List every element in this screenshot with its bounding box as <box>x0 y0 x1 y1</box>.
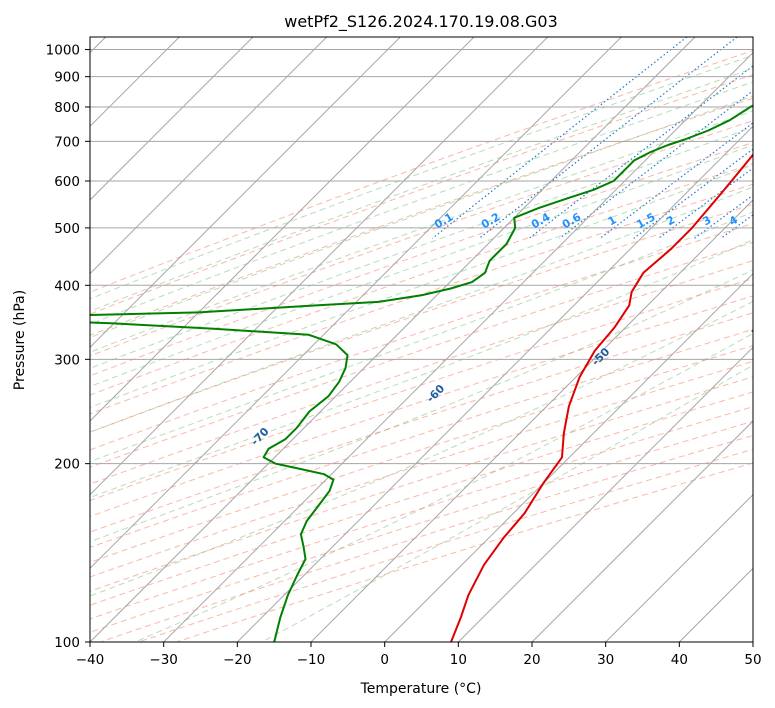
moist-adiabat-line <box>90 81 753 325</box>
dry-adiabat-line <box>90 163 753 396</box>
isotherm-line <box>90 37 401 349</box>
dry-adiabat-line <box>90 360 753 578</box>
plot-frame <box>89 36 754 643</box>
x-tick-label: −30 <box>149 652 178 668</box>
dry-adiabat-line <box>90 278 753 501</box>
moist-adiabat-line <box>90 54 753 300</box>
profile-line <box>450 153 753 642</box>
isotherm-line <box>531 420 753 642</box>
mixing-ratio-line <box>478 37 738 239</box>
profile-series <box>90 104 753 642</box>
isotherm-line <box>457 346 753 642</box>
x-tick-label: −40 <box>76 652 105 668</box>
mixing-ratio-line <box>658 167 753 239</box>
y-tick-label: 800 <box>54 100 80 116</box>
x-tick-label: −10 <box>297 652 326 668</box>
y-tick-label: 1000 <box>46 43 80 59</box>
x-axis-label: Temperature (°C) <box>360 681 482 697</box>
isotherm-line <box>163 51 753 642</box>
mixing-ratio-lines <box>432 37 753 239</box>
moist-adiabat-line <box>261 364 753 642</box>
moist-adiabat-line <box>90 95 753 339</box>
y-axis-label: Pressure (hPa) <box>12 290 28 390</box>
isotherm-line <box>90 37 328 275</box>
x-tick-label: 30 <box>597 652 614 668</box>
isotherms <box>90 37 753 642</box>
dry-adiabats <box>90 50 753 642</box>
dry-adiabat-line <box>90 391 753 606</box>
x-axis: −40 −30 −20 −10 0 10 20 30 40 50 <box>76 642 762 668</box>
profile-line <box>90 104 753 642</box>
isotherm-line <box>90 37 696 642</box>
dry-adiabat-line <box>90 328 753 548</box>
dry-adiabat-line <box>90 74 753 315</box>
x-tick-label: 50 <box>744 652 761 668</box>
y-tick-label: 100 <box>54 635 80 651</box>
dry-adiabat-label: -40 <box>746 313 769 336</box>
isotherm-line <box>90 37 475 422</box>
y-axis: 100 200 300 400 500 600 700 800 900 1000 <box>46 43 90 651</box>
dry-adiabat-line <box>90 203 753 433</box>
dry-adiabat-line <box>90 142 753 377</box>
mixing-ratio-line <box>559 89 753 239</box>
isotherm-line <box>90 37 622 570</box>
x-tick-label: 10 <box>450 652 467 668</box>
isotherm-line <box>236 125 753 642</box>
x-tick-label: 40 <box>671 652 688 668</box>
y-tick-label: 500 <box>54 221 80 237</box>
y-tick-label: 600 <box>54 174 80 190</box>
x-tick-label: 0 <box>380 652 389 668</box>
isotherm-line <box>90 37 549 496</box>
y-tick-label: 900 <box>54 70 80 86</box>
dry-adiabat-line <box>90 97 753 336</box>
moist-adiabat-line <box>90 67 753 312</box>
dry-adiabat-line <box>90 222 753 451</box>
moist-adiabat-line <box>90 144 753 388</box>
moist-adiabat-line <box>90 126 753 369</box>
y-tick-label: 700 <box>54 134 80 150</box>
moist-adiabat-line <box>90 186 753 433</box>
isobars <box>90 49 753 642</box>
chart-title: wetPf2_S126.2024.170.19.08.G03 <box>284 12 558 32</box>
y-tick-label: 200 <box>54 457 80 473</box>
y-tick-label: 300 <box>54 352 80 368</box>
dry-adiabat-line <box>90 312 753 533</box>
isotherm-line <box>605 493 753 642</box>
moist-adiabat-line <box>90 164 753 408</box>
x-tick-label: −20 <box>223 652 252 668</box>
moist-adiabat-line <box>90 110 753 353</box>
y-tick-label: 400 <box>54 278 80 294</box>
isotherm-line <box>310 199 753 642</box>
isotherm-line <box>384 272 753 642</box>
moist-adiabat-line <box>90 211 753 463</box>
x-tick-label: 20 <box>523 652 540 668</box>
dry-adiabat-line <box>90 50 753 293</box>
isotherm-line <box>90 37 254 201</box>
plot-area: 0.10.20.40.611.52346810131620253036-100-… <box>90 37 769 642</box>
dry-adiabat-line <box>90 260 753 485</box>
